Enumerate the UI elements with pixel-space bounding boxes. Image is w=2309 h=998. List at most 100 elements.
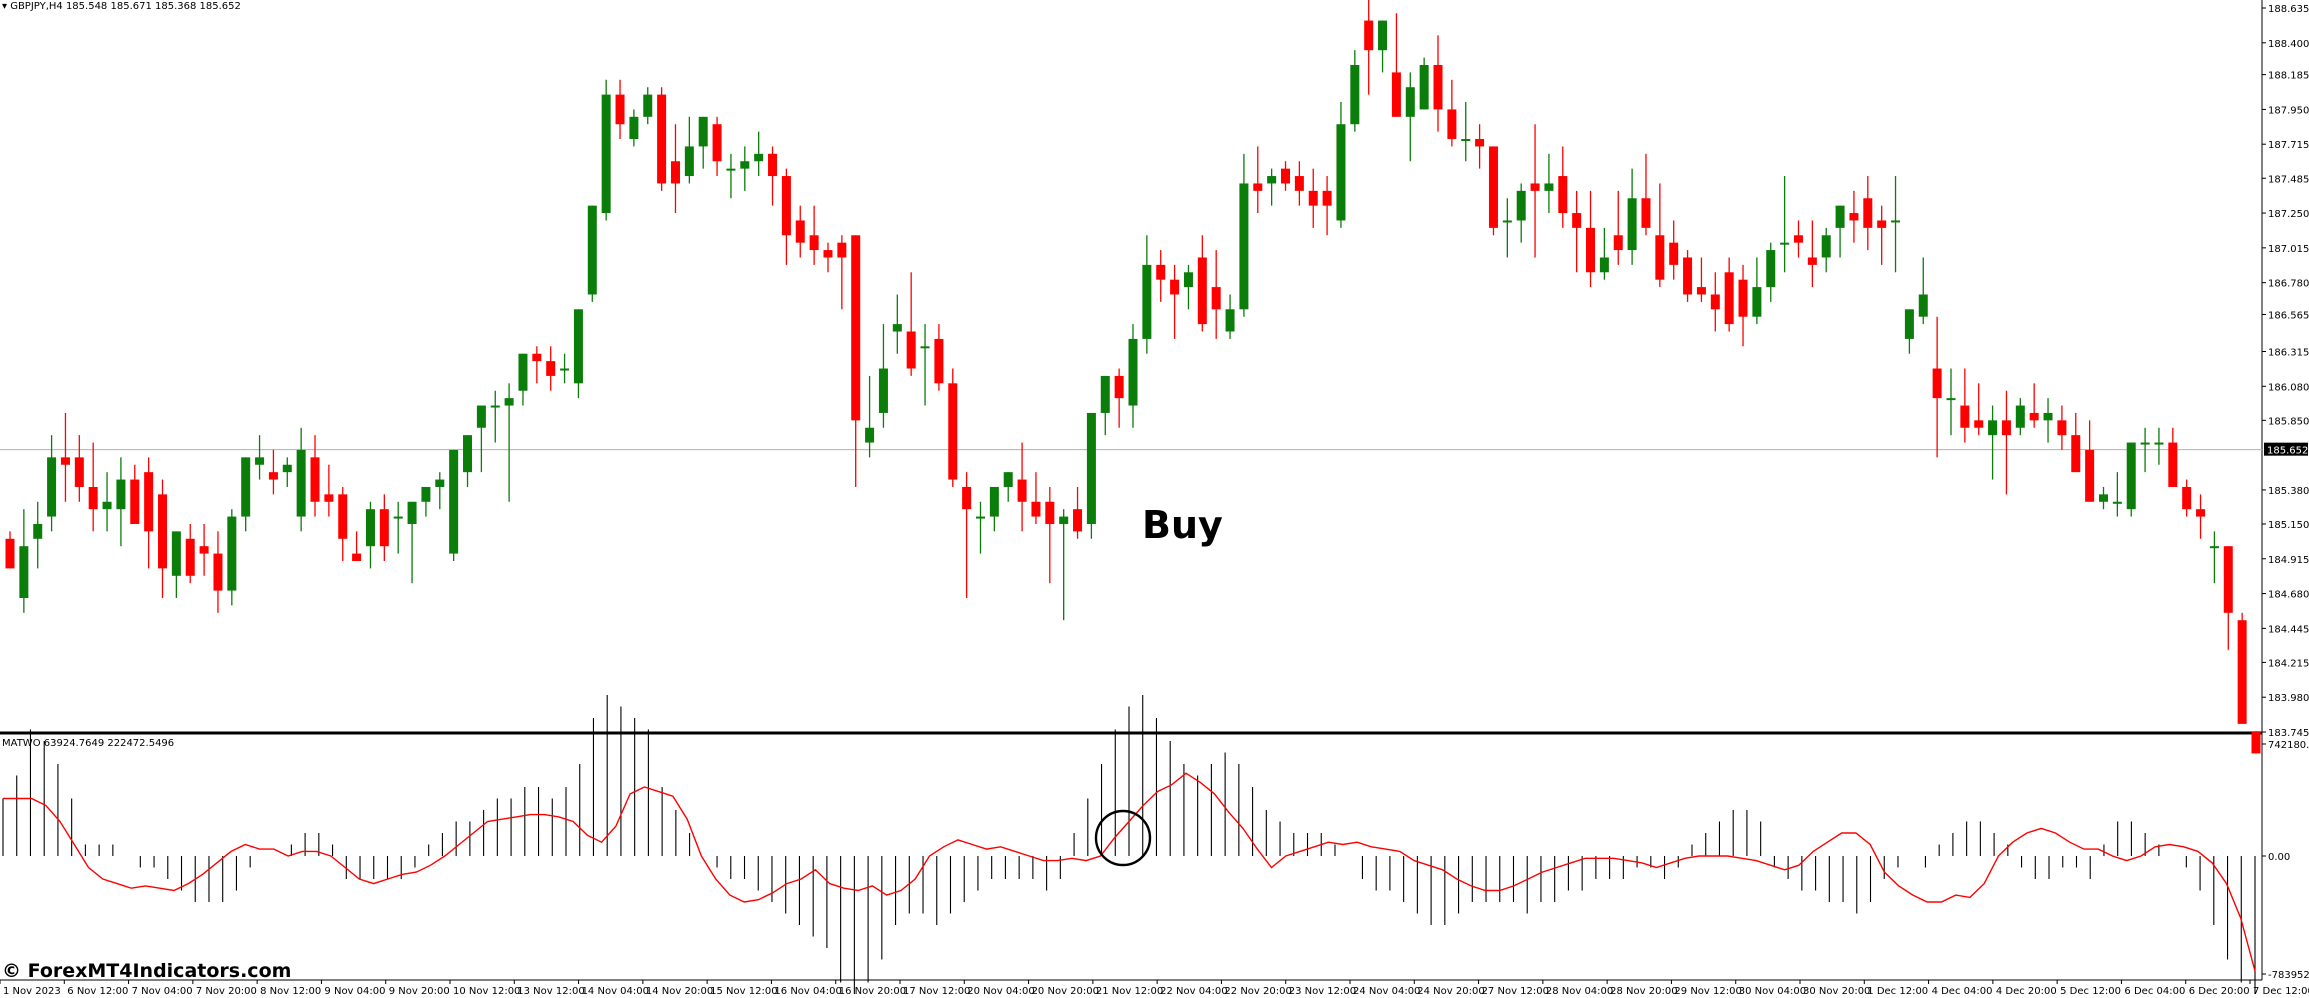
- candle-body: [88, 486, 98, 510]
- price-tick-label: 187.485: [2268, 174, 2309, 185]
- candle-body: [2126, 442, 2136, 510]
- time-tick-label: 9 Nov 04:00: [324, 986, 385, 997]
- candle-body: [1877, 220, 1887, 228]
- price-tick-label: 186.780: [2268, 279, 2309, 290]
- buy-label: Buy: [1142, 503, 1223, 547]
- current-price-badge: [2264, 442, 2308, 456]
- signal-line: [3, 772, 2256, 972]
- candle-body: [989, 486, 999, 517]
- candle-body: [1322, 190, 1332, 206]
- candle-body: [116, 479, 126, 510]
- candle-body: [781, 176, 791, 236]
- candle-body: [185, 538, 195, 576]
- candle-body: [754, 153, 764, 162]
- buy-annotation: Buy: [1142, 503, 1223, 547]
- candle-body: [19, 546, 29, 599]
- time-tick-label: 6 Nov 12:00: [67, 986, 128, 997]
- time-tick-label: 21 Nov 12:00: [1096, 986, 1163, 997]
- candle-body: [1433, 65, 1443, 110]
- candle-body: [1932, 368, 1942, 399]
- candle-body: [1281, 168, 1291, 184]
- candle-body: [1655, 235, 1665, 280]
- time-tick-label: 14 Nov 04:00: [582, 986, 649, 997]
- candle-body: [2140, 442, 2150, 445]
- time-tick-label: 28 Nov 20:00: [1610, 986, 1677, 997]
- candle-body: [144, 472, 154, 532]
- candle-body: [615, 94, 625, 125]
- candle-body: [1017, 479, 1027, 502]
- candle-body: [1475, 139, 1485, 147]
- candle-body: [1128, 338, 1138, 406]
- candle-body: [2182, 486, 2192, 510]
- indicator-header: MATWO 63924.7649 222472.5496: [2, 738, 175, 749]
- candle-body: [532, 353, 542, 362]
- price-tick-label: 187.015: [2268, 244, 2309, 255]
- candle-body: [1156, 264, 1166, 280]
- candle-body: [60, 457, 70, 465]
- candle-body: [657, 94, 667, 184]
- candle-body: [2251, 731, 2261, 754]
- candle-body: [892, 324, 902, 332]
- candle-body: [1696, 287, 1706, 295]
- candle-body: [962, 486, 972, 510]
- candle-body: [449, 449, 459, 554]
- candle-body: [1530, 183, 1540, 191]
- candle-body: [1502, 220, 1512, 223]
- candle-body: [1849, 213, 1859, 221]
- candle-body: [1835, 205, 1845, 228]
- candle-body: [1447, 109, 1457, 140]
- candle-body: [1225, 309, 1235, 332]
- price-tick-label: 188.400: [2268, 39, 2309, 50]
- candle-body: [698, 116, 708, 147]
- candle-body: [2196, 509, 2206, 517]
- candle-body: [560, 368, 570, 371]
- price-chart[interactable]: [5, 0, 2261, 754]
- price-tick-label: 186.080: [2268, 382, 2309, 393]
- candle-body: [241, 457, 251, 517]
- candle-body: [1974, 420, 1984, 428]
- candle-body: [1031, 501, 1041, 517]
- candle-body: [768, 153, 778, 177]
- candle-body: [851, 235, 861, 421]
- candle-body: [1544, 183, 1554, 191]
- candle-body: [1558, 176, 1568, 214]
- candle-body: [1267, 176, 1277, 184]
- candle-body: [33, 523, 43, 539]
- candle-body: [199, 546, 209, 554]
- time-tick-label: 16 Nov 04:00: [774, 986, 841, 997]
- candle-body: [2001, 420, 2011, 436]
- candle-body: [504, 398, 514, 406]
- candle-body: [1461, 139, 1471, 142]
- candle-body: [2223, 546, 2233, 613]
- candle-body: [47, 457, 57, 517]
- candle-body: [227, 516, 237, 591]
- candle-body: [684, 146, 694, 177]
- candle-body: [324, 494, 334, 502]
- time-tick-label: 5 Dec 12:00: [2060, 986, 2121, 997]
- candle-body: [1239, 183, 1249, 310]
- time-tick-label: 28 Nov 04:00: [1546, 986, 1613, 997]
- candle-body: [587, 205, 597, 295]
- symbol-header: ▾ GBPJPY,H4 185.548 185.671 185.368 185.…: [2, 1, 241, 12]
- candle-body: [130, 479, 140, 524]
- candle-body: [379, 509, 389, 547]
- matwo-indicator[interactable]: [2, 695, 2256, 994]
- time-tick-label: 30 Nov 20:00: [1803, 986, 1870, 997]
- price-tick-label: 185.850: [2268, 416, 2309, 427]
- candle-body: [1419, 65, 1429, 110]
- candle-body: [1350, 65, 1360, 125]
- time-tick-label: 15 Nov 12:00: [710, 986, 777, 997]
- candle-body: [2057, 420, 2067, 436]
- time-tick-label: 6 Dec 20:00: [2189, 986, 2250, 997]
- candle-body: [2209, 546, 2219, 549]
- candle-body: [2029, 412, 2039, 421]
- candle-body: [365, 509, 375, 547]
- candle-body: [601, 94, 611, 214]
- candle-body: [1516, 190, 1526, 221]
- time-tick-label: 6 Dec 04:00: [2124, 986, 2185, 997]
- time-tick-label: 29 Nov 12:00: [1674, 986, 1741, 997]
- candle-body: [670, 161, 680, 184]
- time-tick-label: 7 Nov 20:00: [196, 986, 257, 997]
- candle-body: [1114, 375, 1124, 399]
- candle-body: [1003, 472, 1013, 487]
